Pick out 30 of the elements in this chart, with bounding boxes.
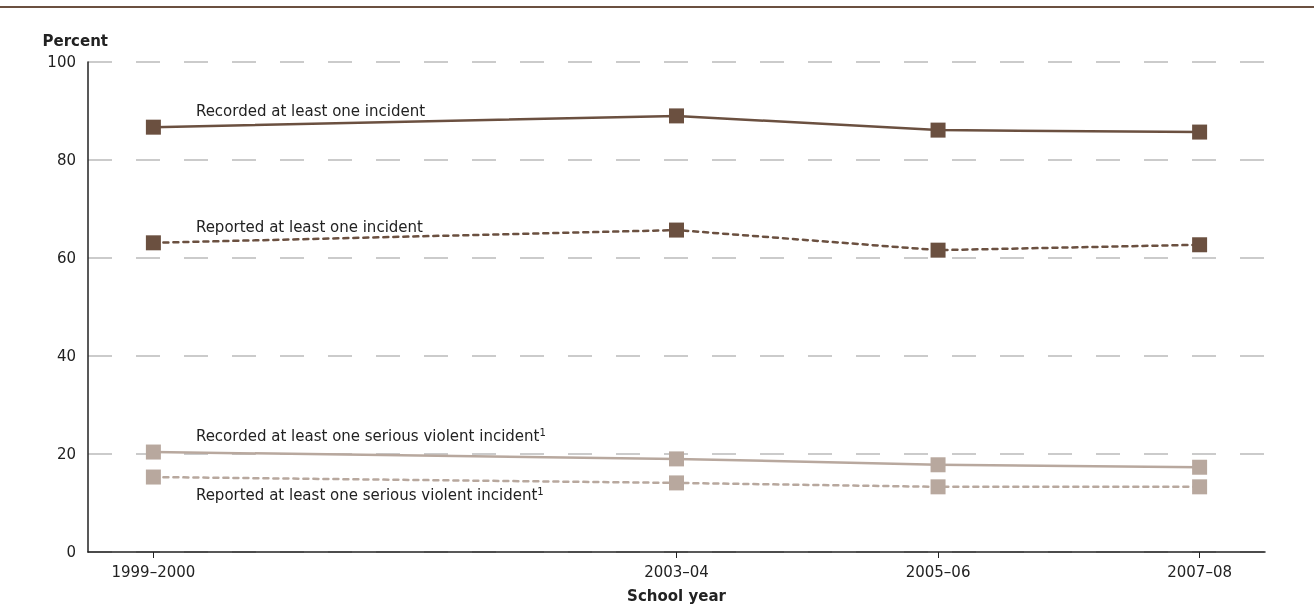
- series-label: Reported at least one incident: [195, 217, 424, 236]
- point: [1192, 124, 1208, 140]
- x-tick-label: 2005–06: [905, 562, 971, 581]
- point: [669, 108, 684, 124]
- point: [930, 242, 946, 258]
- point: [930, 479, 946, 495]
- point: [669, 475, 684, 491]
- x-tick-label: 2003–04: [644, 562, 709, 581]
- y-tick-label: 0: [66, 543, 76, 561]
- x-tick-label: 1999–2000: [111, 562, 196, 581]
- point: [145, 119, 161, 135]
- y-tick-label: 20: [56, 445, 76, 463]
- point: [669, 451, 684, 467]
- y-axis-title: Percent: [42, 31, 108, 50]
- y-tick-label: 80: [56, 151, 76, 169]
- point: [1192, 479, 1208, 495]
- point: [1192, 237, 1208, 253]
- point: [1192, 459, 1208, 475]
- y-tick-label: 60: [56, 249, 76, 267]
- y-tick-label: 40: [56, 347, 76, 365]
- point: [669, 222, 684, 238]
- y-tick-label: 100: [47, 53, 76, 71]
- series-label: Recorded at least one incident: [195, 102, 426, 121]
- point: [145, 444, 161, 460]
- point: [930, 122, 946, 138]
- point: [930, 457, 946, 473]
- x-tick-label: 2007–08: [1167, 562, 1232, 581]
- point: [145, 469, 161, 485]
- x-axis-title: School year: [627, 586, 727, 605]
- point: [145, 235, 161, 251]
